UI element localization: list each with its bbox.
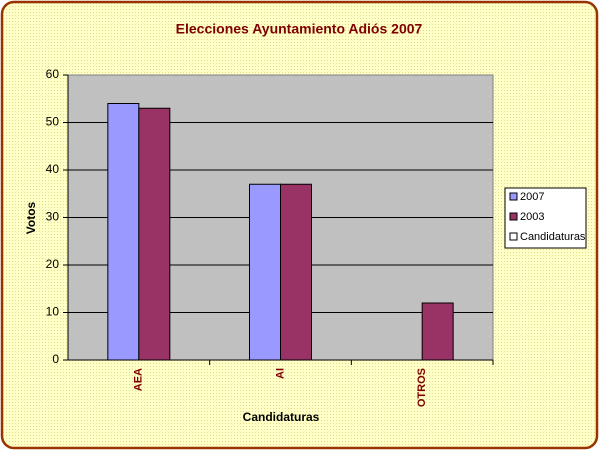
- y-tick-label: 60: [46, 67, 60, 81]
- legend: [504, 187, 587, 249]
- y-tick-label: 50: [46, 115, 60, 129]
- chart-title: Elecciones Ayuntamiento Adiós 2007: [176, 21, 423, 37]
- bar: [421, 302, 454, 361]
- x-tick-label: AEA: [133, 368, 145, 391]
- y-tick-label: 30: [46, 210, 60, 224]
- legend-label: 2003: [520, 211, 544, 223]
- legend-swatch: [509, 232, 518, 241]
- y-tick-label: 10: [46, 305, 60, 319]
- y-axis-label: Votos: [24, 201, 38, 234]
- bar: [249, 183, 281, 361]
- legend-swatch: [509, 212, 518, 221]
- bar: [107, 103, 140, 361]
- y-tick-label: 20: [46, 257, 60, 271]
- x-tick-label: OTROS: [416, 368, 428, 407]
- bar: [280, 183, 312, 361]
- bar: [138, 107, 171, 361]
- legend-label: 2007: [520, 191, 544, 203]
- legend-box: [504, 187, 587, 249]
- y-tick-label: 40: [46, 162, 60, 176]
- y-tick-label: 0: [52, 352, 59, 366]
- x-axis-label: Candidaturas: [243, 410, 320, 424]
- x-tick-label: AI: [274, 368, 286, 379]
- legend-label: Candidaturas: [520, 231, 586, 243]
- legend-swatch: [509, 192, 518, 201]
